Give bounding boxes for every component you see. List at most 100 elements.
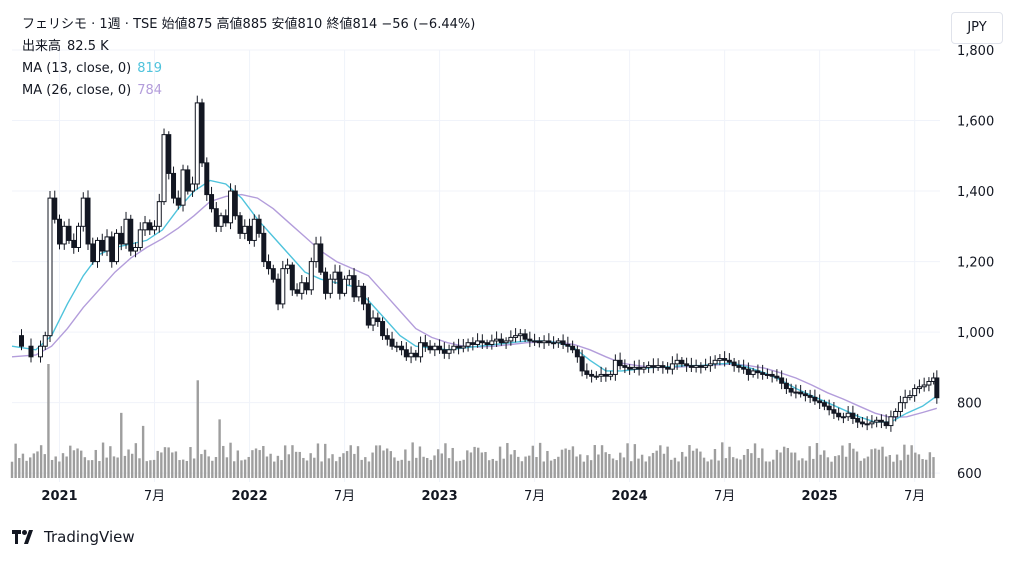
candle-body [413,352,419,358]
volume-bar [415,457,418,478]
volume-bar [426,457,429,478]
currency-button[interactable]: JPY [951,12,1003,44]
volume-bar [258,450,261,478]
candle-body [603,373,609,377]
candle-body [513,335,519,338]
volume-bar [808,446,811,478]
volume-bar [116,457,119,478]
candle-body [47,197,53,337]
volume-bar [764,461,768,478]
volume-bar [331,454,334,478]
volume-bar [14,443,17,478]
volume-bar [338,456,342,478]
volume-bar [833,456,837,478]
ma26-row[interactable]: MA (26, close, 0) 784 [22,80,475,102]
volume-bar [626,443,629,478]
candle-body [517,333,523,337]
volume-bar [473,446,476,478]
ohlc-row[interactable]: フェリシモ · 1週 · TSE 始値875 高値885 安値810 終値814… [22,14,475,36]
volume-bar [637,458,640,478]
volume-bar [772,459,775,478]
volume-bar [360,459,363,478]
candle-body [85,197,91,245]
candle-body [61,225,67,245]
volume-bar [659,445,662,478]
candle-body [574,349,580,358]
x-tick-label: 2023 [421,489,457,504]
ma26-label: MA (26, close, 0) [22,83,132,98]
volume-bar [353,453,356,478]
candle-body [460,345,466,349]
volume-bar [640,454,644,478]
candle-body [688,365,694,368]
candle-body [684,363,690,367]
tradingview-brand[interactable]: TradingView [12,527,135,547]
volume-bar [160,452,163,478]
volume-bar [742,454,746,478]
candle-body [399,345,405,351]
candle-body [356,285,362,298]
volume-bar [895,454,899,478]
candle-body [351,275,357,298]
volume-bar [324,443,327,478]
volume-bar [560,449,564,478]
volume-bar [141,425,145,478]
candle-body [750,370,756,375]
candle-body [389,338,395,347]
volume-bar [932,457,935,478]
volume-bar [367,461,371,478]
candle-body [878,419,884,423]
candle-body [760,372,766,375]
candle-body [394,345,400,348]
volume-bar [487,460,491,478]
candle-body [589,373,595,377]
candle-body [532,340,538,343]
volume-bar [750,453,753,478]
volume-bar [149,460,152,478]
volume-bar [815,443,819,478]
candle-body [821,402,827,407]
candle-body [118,232,124,245]
volume-bar [83,457,87,478]
candle-body [114,232,120,263]
candle-body [247,225,253,241]
volume-bar [316,443,320,478]
candle-body [475,340,481,345]
volume-bar [356,446,360,478]
volume-bar [757,457,760,478]
volume-bar [54,456,57,478]
candle-body [812,396,818,402]
candle-body [722,358,728,361]
volume-bar [593,445,596,478]
volume-bar [844,456,848,478]
candle-body [522,333,528,340]
candle-body [636,366,642,370]
volume-bar [819,454,822,478]
volume-bar [87,460,90,478]
volume-bar [47,364,50,478]
volume-bar [710,459,713,478]
volume-bar [531,445,535,478]
volume-bar [76,448,79,478]
volume-bar [309,453,312,478]
candle-body [365,303,371,326]
volume-bar [211,460,214,478]
candle-body [175,197,181,206]
candle-body [826,405,832,411]
volume-bar [506,443,509,478]
volume-bar [823,450,826,478]
candle-body [128,218,134,252]
volume-row[interactable]: 出来高 82.5 K [22,36,475,58]
candle-body [342,278,348,294]
volume-bar [706,461,709,478]
ma13-row[interactable]: MA (13, close, 0) 819 [22,58,475,80]
volume-bar [699,451,702,478]
y-tick-label: 800 [957,397,982,412]
candle-body [370,317,376,326]
y-tick-label: 1,200 [957,256,994,271]
volume-bar [36,451,39,478]
volume-bar [688,445,691,478]
volume-bar [925,459,928,478]
